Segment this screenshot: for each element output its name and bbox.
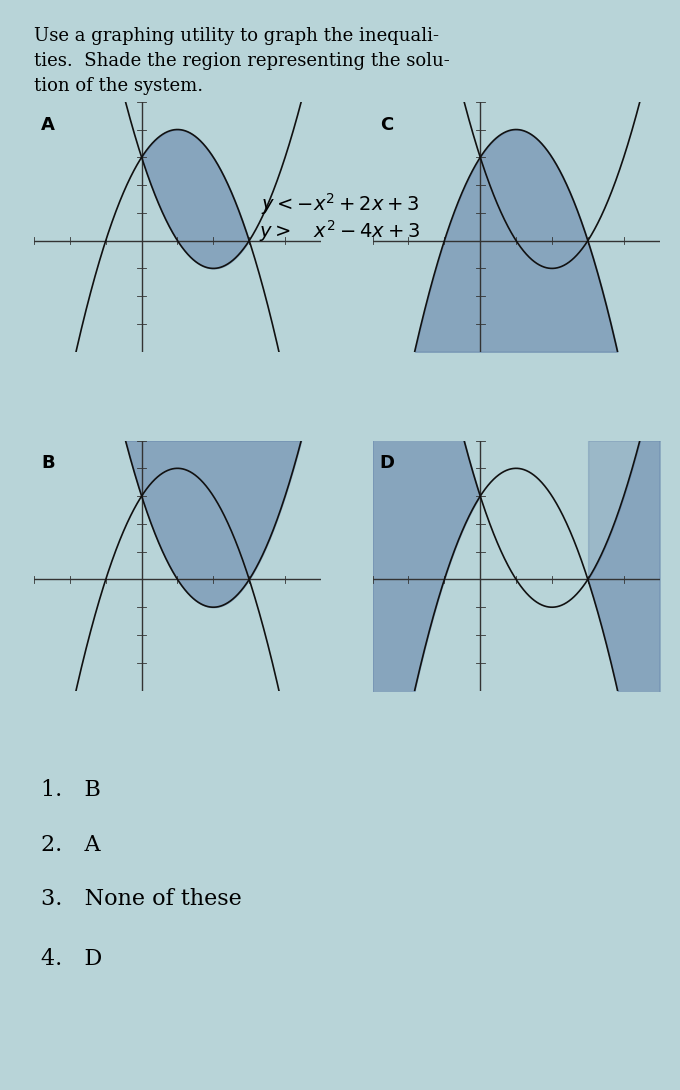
Text: A: A bbox=[41, 116, 55, 134]
Text: 3. None of these: 3. None of these bbox=[41, 888, 241, 910]
Text: $y < -x^2 + 2x + 3$: $y < -x^2 + 2x + 3$ bbox=[260, 191, 420, 217]
Text: 2. A: 2. A bbox=[41, 834, 101, 856]
Text: C: C bbox=[380, 116, 393, 134]
Text: 1. B: 1. B bbox=[41, 779, 101, 801]
Text: Use a graphing utility to graph the inequali-
ties.  Shade the region representi: Use a graphing utility to graph the ineq… bbox=[34, 27, 449, 95]
Text: D: D bbox=[380, 455, 395, 472]
Text: $y >\ \ \ x^2 - 4x + 3$: $y >\ \ \ x^2 - 4x + 3$ bbox=[259, 218, 421, 244]
Text: B: B bbox=[41, 455, 55, 472]
Text: 4. D: 4. D bbox=[41, 948, 102, 970]
